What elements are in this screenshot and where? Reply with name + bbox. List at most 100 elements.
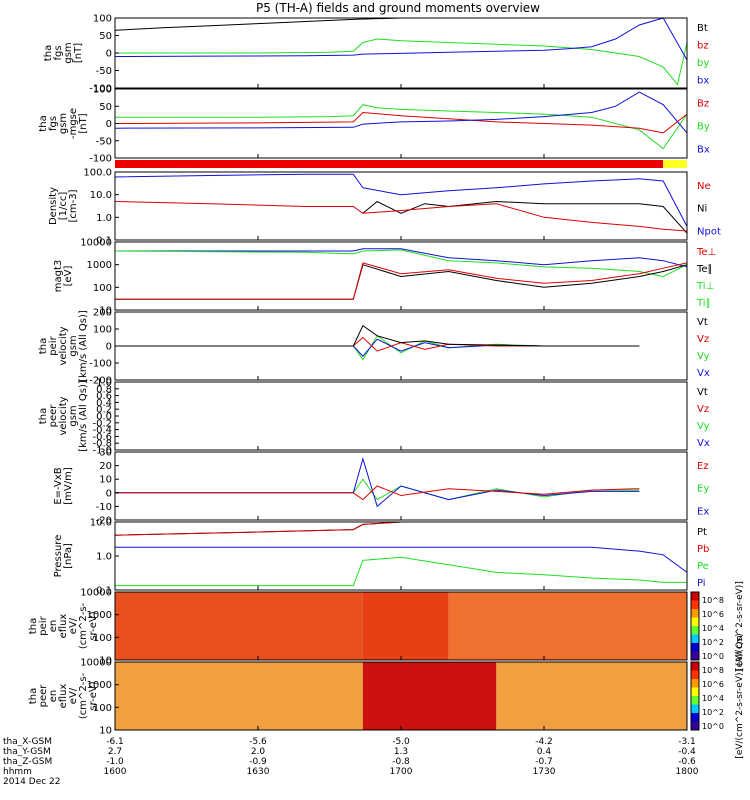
y-axis-label-line: tha bbox=[38, 115, 49, 131]
y-tick-label: -10 bbox=[96, 502, 112, 513]
colorbar-tick-label: 10^4 bbox=[702, 624, 724, 633]
y-tick-label: 10000 bbox=[80, 658, 112, 669]
y-axis-label-line: tha bbox=[28, 688, 39, 704]
x-axis-value: -0.9 bbox=[249, 757, 267, 767]
x-axis-value: -0.8 bbox=[392, 757, 410, 767]
y-tick-label: 100.0 bbox=[83, 168, 112, 179]
y-tick-label: 0 bbox=[106, 49, 112, 60]
y-axis-label-line: en bbox=[48, 620, 59, 633]
colorbar-step bbox=[691, 592, 699, 601]
y-axis-label-line: eV/ bbox=[68, 617, 79, 634]
figure-title: P5 (TH-A) fields and ground moments over… bbox=[256, 1, 540, 15]
legend-entry: Pi bbox=[697, 578, 706, 589]
x-axis-value: 1.3 bbox=[394, 747, 408, 757]
series-line bbox=[115, 485, 640, 501]
x-axis-value: -0.6 bbox=[678, 757, 696, 767]
panel-fgs: 100 50 0 -50 -100 thafgsgsm[nT] Bt bz by bx bbox=[43, 14, 709, 95]
colorbar-tick-label: 10^2 bbox=[702, 708, 724, 717]
legend-entry: Pt bbox=[697, 527, 707, 538]
colorbar-tick-label: 10^0 bbox=[702, 722, 724, 731]
x-axis-value: 1800 bbox=[676, 767, 699, 777]
panel-pressure: 10.0 1.0 0.1 Pressure[nPa] Pt Pb Pe Pi bbox=[53, 518, 709, 597]
y-axis-label: thafgsgsm[nT] bbox=[43, 42, 84, 63]
series-line bbox=[114, 17, 687, 31]
y-tick-label: 1000 bbox=[87, 610, 112, 621]
x-axis-row-label: tha_Z-GSM bbox=[3, 757, 52, 767]
legend-entry: bx bbox=[697, 76, 709, 87]
x-axis-value: 2.7 bbox=[108, 747, 122, 757]
colorbar-step bbox=[691, 687, 699, 697]
series-line bbox=[362, 200, 688, 234]
mode-bar-segment bbox=[663, 160, 687, 168]
colorbar-step bbox=[691, 643, 699, 652]
panels: 100500-50-100thafgsgsm[nT]Btbzbybx100500… bbox=[28, 14, 745, 759]
y-tick-label: 10 bbox=[99, 656, 112, 667]
heatmap-band bbox=[448, 592, 687, 660]
legend-entry: Vt bbox=[697, 317, 708, 328]
y-tick-label: 1.0 bbox=[96, 552, 112, 563]
x-axis-row-label: tha_Y-GSM bbox=[3, 747, 51, 757]
legend-entry: Npot bbox=[697, 226, 721, 237]
y-tick-label: -100 bbox=[89, 84, 112, 95]
y-tick-label: 1000 bbox=[87, 260, 112, 271]
y-tick-label: -0.6 bbox=[92, 432, 112, 443]
panel-frame bbox=[114, 521, 688, 591]
y-axis-label-line: [nT] bbox=[73, 43, 84, 63]
y-axis-label-line: sr-eV) bbox=[88, 681, 99, 710]
colorbar-tick-label: 10^6 bbox=[702, 680, 724, 689]
y-tick-label: 10 bbox=[99, 726, 112, 737]
series-line bbox=[115, 556, 687, 587]
y-tick-label: 0.1 bbox=[96, 236, 112, 247]
panel-fgs-mgse: 100 50 0 -50 -100 thafgsgsm-mgse[nT] Bz By Bx bbox=[38, 85, 710, 165]
legend-entry: Te⊥ bbox=[696, 247, 716, 258]
y-axis-label: thapeirvelocitygsm[km/s (All Qs)] bbox=[38, 310, 89, 382]
colorbar-step bbox=[691, 679, 699, 688]
series-line bbox=[115, 338, 640, 357]
y-tick-label: 20 bbox=[99, 461, 112, 472]
y-axis-label: thapeirenefluxeV/(cm^2-s-sr-eV) bbox=[28, 602, 99, 649]
y-tick-label: 10 bbox=[99, 306, 112, 317]
x-axis-row-label: tha_X-GSM bbox=[3, 737, 52, 747]
x-axis-value: -5.0 bbox=[392, 737, 410, 747]
y-tick-label: 10.0 bbox=[90, 518, 112, 529]
colorbar-label: [eV/(cm^2-s-sr-eV)] (All Qs) bbox=[735, 633, 745, 758]
y-tick-label: 30 bbox=[99, 448, 112, 459]
colorbar-tick-label: 10^0 bbox=[702, 652, 724, 661]
y-axis-label-line: [mV/m] bbox=[63, 467, 74, 505]
legend-entry: Pe bbox=[697, 561, 709, 572]
legend-entry: Vy bbox=[697, 421, 710, 432]
legend-entry: Bx bbox=[697, 144, 710, 155]
y-tick-label: -20 bbox=[96, 516, 112, 527]
y-axis-label-line: [nT] bbox=[78, 113, 89, 133]
y-axis-label-line: eV/ bbox=[68, 687, 79, 704]
x-axis-value: 1700 bbox=[390, 767, 413, 777]
y-tick-label: 0.8 bbox=[96, 384, 112, 395]
legend-entry: Ni bbox=[697, 204, 707, 215]
y-tick-label: 10000 bbox=[80, 588, 112, 599]
legend-entry: Ne bbox=[697, 181, 711, 192]
legend-entry: Pb bbox=[697, 544, 709, 555]
colorbar-frame bbox=[690, 591, 700, 661]
y-axis-label: Density[1/cc][cm-3] bbox=[48, 187, 79, 225]
legend-entry: bz bbox=[697, 41, 709, 52]
y-axis-label-line: peer bbox=[48, 404, 59, 428]
y-axis-label-line: [nPa] bbox=[63, 543, 74, 569]
legend-entry: Vx bbox=[697, 368, 710, 379]
series-line bbox=[115, 478, 640, 501]
y-axis-label: thapeervelocitygsm[km/s (All Qs)] bbox=[38, 380, 89, 452]
y-axis-label: magt3[eV] bbox=[53, 260, 74, 293]
series-line bbox=[114, 173, 688, 227]
x-axis-value: -4.2 bbox=[535, 737, 553, 747]
y-tick-label: 0 bbox=[106, 342, 112, 353]
y-tick-label: 1000 bbox=[87, 680, 112, 691]
colorbar-tick-label: 10^4 bbox=[702, 694, 724, 703]
heatmap-band bbox=[496, 662, 687, 730]
y-tick-label: 0.6 bbox=[96, 391, 112, 402]
x-axis-value: -3.1 bbox=[678, 737, 696, 747]
x-axis-value: -1.0 bbox=[106, 757, 124, 767]
y-axis-label-line: velocity bbox=[58, 326, 69, 365]
y-axis-label-line: [km/s (All Qs)] bbox=[78, 380, 89, 452]
series-line bbox=[114, 111, 688, 134]
heatmap-band bbox=[362, 662, 497, 730]
colorbar-step bbox=[691, 626, 699, 635]
